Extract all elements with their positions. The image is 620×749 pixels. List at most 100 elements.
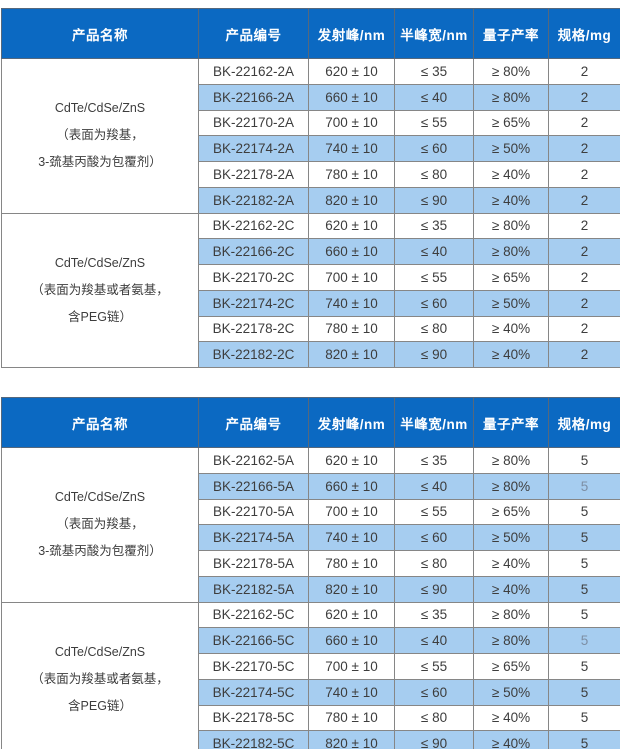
quantum-yield-cell: ≥ 40% bbox=[473, 550, 549, 577]
column-header-5: 规格/mg bbox=[548, 8, 620, 59]
quantum-yield-cell: ≥ 40% bbox=[473, 575, 549, 603]
product-code-cell: BK-22162-5A bbox=[198, 447, 309, 474]
quantum-yield-cell: ≥ 80% bbox=[473, 212, 549, 240]
product-name-line: CdTe/CdSe/ZnS bbox=[54, 644, 146, 659]
table-row: BK-22182-2C 820 ± 10 ≤ 90 ≥ 40% 2 bbox=[2, 341, 620, 368]
product-name-line: （表面为羧基， bbox=[56, 128, 144, 143]
quantum-yield-cell: ≥ 80% bbox=[473, 447, 549, 474]
fwhm-cell: ≤ 90 bbox=[394, 730, 474, 749]
table-row: BK-22178-5A 780 ± 10 ≤ 80 ≥ 40% 5 bbox=[2, 550, 620, 577]
fwhm-cell: ≤ 80 bbox=[394, 704, 474, 732]
fwhm-cell: ≤ 55 bbox=[394, 498, 474, 526]
table-row: BK-22178-2A 780 ± 10 ≤ 80 ≥ 40% 2 bbox=[2, 161, 620, 188]
column-header-3: 半峰宽/nm bbox=[394, 8, 474, 59]
table-row: BK-22174-5A 740 ± 10 ≤ 60 ≥ 50% 5 bbox=[2, 524, 620, 551]
table-row: BK-22166-2C 660 ± 10 ≤ 40 ≥ 80% 2 bbox=[2, 238, 620, 265]
product-name-line: CdTe/CdSe/ZnS bbox=[54, 101, 146, 116]
emission-peak-cell: 740 ± 10 bbox=[308, 678, 395, 706]
spec-cell: 2 bbox=[548, 212, 620, 240]
quantum-yield-cell: ≥ 50% bbox=[473, 135, 549, 162]
quantum-yield-cell: ≥ 50% bbox=[473, 524, 549, 551]
table-row: BK-22166-5A 660 ± 10 ≤ 40 ≥ 80% 5 bbox=[2, 472, 620, 500]
emission-peak-cell: 780 ± 10 bbox=[308, 550, 395, 577]
column-header-1: 产品编号 bbox=[198, 8, 309, 59]
fwhm-cell: ≤ 90 bbox=[394, 341, 474, 368]
fwhm-cell: ≤ 35 bbox=[394, 601, 474, 629]
spec-cell: 2 bbox=[548, 289, 620, 317]
fwhm-cell: ≤ 90 bbox=[394, 186, 474, 214]
quantum-yield-cell: ≥ 80% bbox=[473, 601, 549, 629]
emission-peak-cell: 780 ± 10 bbox=[308, 315, 395, 343]
product-code-cell: BK-22178-2C bbox=[198, 315, 309, 343]
product-code-cell: BK-22170-2A bbox=[198, 109, 309, 137]
fwhm-cell: ≤ 80 bbox=[394, 315, 474, 343]
table-row: CdTe/CdSe/ZnS （表面为羧基， 3-巯基丙酸为包覆剂） BK-22162-… bbox=[1, 58, 620, 214]
quantum-yield-cell: ≥ 65% bbox=[473, 264, 549, 291]
fwhm-cell: ≤ 40 bbox=[394, 238, 474, 265]
product-code-cell: BK-22166-2C bbox=[198, 238, 309, 265]
emission-peak-cell: 700 ± 10 bbox=[308, 498, 395, 526]
emission-peak-cell: 620 ± 10 bbox=[308, 212, 395, 240]
quantum-yield-cell: ≥ 50% bbox=[473, 678, 549, 706]
fwhm-cell: ≤ 40 bbox=[394, 472, 474, 500]
emission-peak-cell: 700 ± 10 bbox=[308, 653, 395, 680]
column-header-2: 发射峰/nm bbox=[308, 8, 395, 59]
product-name-line: 含PEG链） bbox=[68, 309, 132, 324]
spec-cell: 5 bbox=[548, 601, 620, 629]
column-header-3: 半峰宽/nm bbox=[394, 397, 474, 448]
fwhm-cell: ≤ 60 bbox=[394, 289, 474, 317]
table-row: BK-22178-2C 780 ± 10 ≤ 80 ≥ 40% 2 bbox=[2, 315, 620, 343]
product-code-cell: BK-22178-5A bbox=[198, 550, 309, 577]
emission-peak-cell: 780 ± 10 bbox=[308, 704, 395, 732]
spec-cell: 5 bbox=[548, 472, 620, 500]
emission-peak-cell: 620 ± 10 bbox=[308, 447, 395, 474]
product-name-line: 3-巯基丙酸为包覆剂） bbox=[38, 544, 162, 559]
emission-peak-cell: 740 ± 10 bbox=[308, 289, 395, 317]
spec-cell: 2 bbox=[548, 264, 620, 291]
spec-cell: 2 bbox=[548, 186, 620, 214]
fwhm-cell: ≤ 90 bbox=[394, 575, 474, 603]
table-row: BK-22170-5A 700 ± 10 ≤ 55 ≥ 65% 5 bbox=[2, 498, 620, 526]
column-header-4: 量子产率 bbox=[473, 8, 549, 59]
product-name-cell: CdTe/CdSe/ZnS （表面为羧基， 3-巯基丙酸为包覆剂） bbox=[1, 447, 199, 603]
fwhm-cell: ≤ 60 bbox=[394, 678, 474, 706]
table-row: CdTe/CdSe/ZnS （表面为羧基或者氨基， 含PEG链） BK-22162-2… bbox=[1, 212, 620, 368]
spec-cell: 2 bbox=[548, 315, 620, 343]
spec-cell: 2 bbox=[548, 238, 620, 265]
header-row: 产品名称 产品编号 发射峰/nm 半峰宽/nm 量子产率 规格/mg bbox=[1, 397, 620, 448]
product-name-line: （表面为羧基， bbox=[56, 517, 144, 532]
table-row: CdTe/CdSe/ZnS （表面为羧基或者氨基， 含PEG链） BK-22162-5… bbox=[1, 601, 620, 749]
product-code-cell: BK-22166-5A bbox=[198, 472, 309, 500]
table-row: BK-22182-5A 820 ± 10 ≤ 90 ≥ 40% 5 bbox=[2, 575, 620, 603]
quantum-yield-cell: ≥ 80% bbox=[473, 472, 549, 500]
product-code-cell: BK-22170-5C bbox=[198, 653, 309, 680]
product-code-cell: BK-22166-2A bbox=[198, 83, 309, 111]
fwhm-cell: ≤ 40 bbox=[394, 627, 474, 654]
table-row: BK-22166-5C 660 ± 10 ≤ 40 ≥ 80% 5 bbox=[2, 627, 620, 654]
product-code-cell: BK-22162-2A bbox=[198, 58, 309, 85]
quantum-yield-cell: ≥ 80% bbox=[473, 83, 549, 111]
table-row: BK-22174-2C 740 ± 10 ≤ 60 ≥ 50% 2 bbox=[2, 289, 620, 317]
quantum-yield-cell: ≥ 80% bbox=[473, 627, 549, 654]
column-header-4: 量子产率 bbox=[473, 397, 549, 448]
product-code-cell: BK-22166-5C bbox=[198, 627, 309, 654]
product-name-line: 3-巯基丙酸为包覆剂） bbox=[38, 155, 162, 170]
table-row: BK-22174-2A 740 ± 10 ≤ 60 ≥ 50% 2 bbox=[2, 135, 620, 162]
emission-peak-cell: 620 ± 10 bbox=[308, 601, 395, 629]
product-code-cell: BK-22174-5C bbox=[198, 678, 309, 706]
spec-cell: 5 bbox=[548, 575, 620, 603]
fwhm-cell: ≤ 60 bbox=[394, 135, 474, 162]
fwhm-cell: ≤ 55 bbox=[394, 264, 474, 291]
product-code-cell: BK-22182-5C bbox=[198, 730, 309, 749]
product-name-line: （表面为羧基或者氨基， bbox=[31, 282, 169, 297]
spec-cell: 2 bbox=[548, 161, 620, 188]
emission-peak-cell: 820 ± 10 bbox=[308, 341, 395, 368]
emission-peak-cell: 660 ± 10 bbox=[308, 238, 395, 265]
table-row: BK-22182-5C 820 ± 10 ≤ 90 ≥ 40% 5 bbox=[2, 730, 620, 749]
spec-cell: 2 bbox=[548, 83, 620, 111]
emission-peak-cell: 660 ± 10 bbox=[308, 83, 395, 111]
spec-cell: 5 bbox=[548, 678, 620, 706]
table-row: BK-22182-2A 820 ± 10 ≤ 90 ≥ 40% 2 bbox=[2, 186, 620, 214]
spec-cell: 5 bbox=[548, 730, 620, 749]
